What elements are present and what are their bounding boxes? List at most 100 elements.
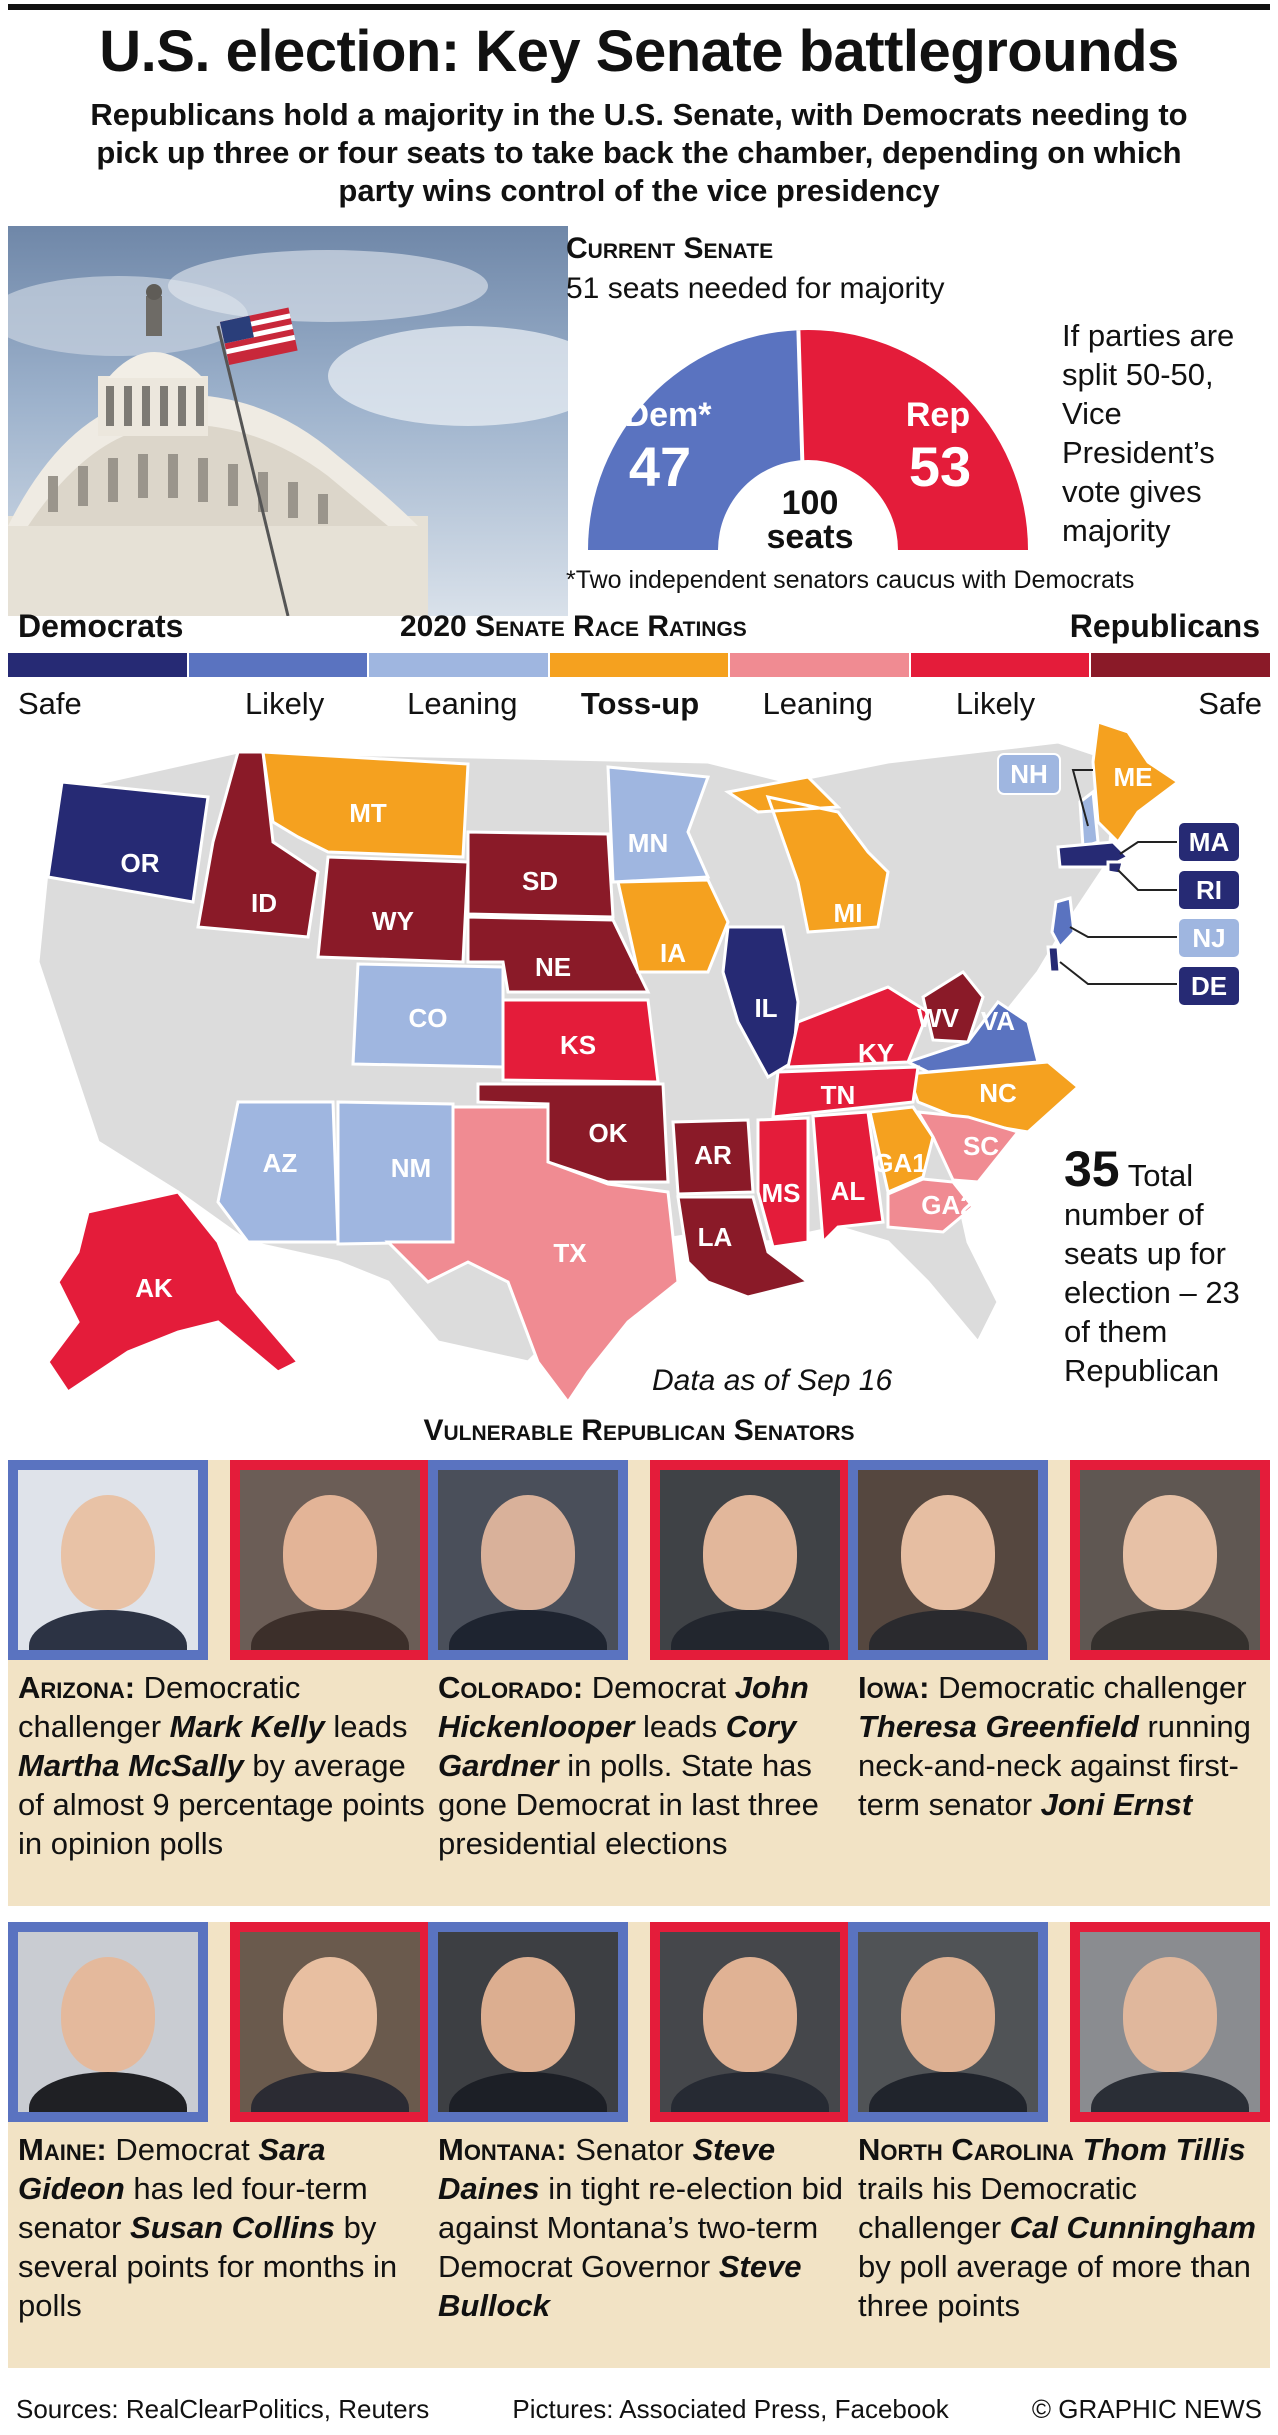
footer-credit: © GRAPHIC NEWS bbox=[1031, 2394, 1262, 2424]
label-wv: WV bbox=[917, 1003, 960, 1033]
total-seats-up-number: 35 bbox=[1064, 1141, 1120, 1197]
state-nh bbox=[1078, 789, 1100, 850]
card-colorado: Colorado: Democrat John Hickenlooper lea… bbox=[428, 1460, 850, 1906]
label-ia: IA bbox=[660, 938, 686, 968]
state-mi bbox=[724, 775, 890, 934]
vulnerable-heading: Vulnerable Republican Senators bbox=[423, 1414, 855, 1447]
republicans-label: Republicans bbox=[1069, 608, 1260, 644]
state-nj bbox=[1050, 896, 1076, 950]
label-ga2: GA2 bbox=[921, 1190, 974, 1220]
label-or: OR bbox=[121, 848, 160, 878]
photo-steve-bullock bbox=[428, 1922, 628, 2122]
capitol-illustration bbox=[8, 250, 568, 616]
rating-color-bar bbox=[8, 653, 1271, 677]
dem-seat-count: 47 bbox=[629, 435, 691, 498]
label-id: ID bbox=[251, 888, 277, 918]
top-rule bbox=[8, 4, 1270, 10]
us-senate-map: OR ID MT WY SD NE MN IA MI IL CO KS KY W… bbox=[36, 722, 1241, 1405]
callout-ma bbox=[1177, 821, 1241, 863]
state-tn bbox=[771, 1065, 920, 1119]
label-ks: KS bbox=[560, 1030, 596, 1060]
rating-label: Leaning bbox=[762, 686, 873, 721]
label-co: CO bbox=[409, 1003, 448, 1033]
label-il: IL bbox=[754, 993, 777, 1023]
state-de bbox=[1046, 945, 1062, 974]
capitol-photo bbox=[8, 226, 568, 616]
rating-label: Safe bbox=[18, 686, 82, 721]
rating-label: Toss-up bbox=[580, 686, 700, 721]
state-ak bbox=[46, 1190, 301, 1395]
photo-steve-daines bbox=[650, 1922, 850, 2122]
state-me bbox=[1091, 722, 1181, 845]
label-mi: MI bbox=[834, 898, 863, 928]
label-mt: MT bbox=[349, 798, 387, 828]
card-text: Iowa: Democratic challenger Theresa Gree… bbox=[858, 1670, 1251, 1822]
label-sd: SD bbox=[522, 866, 558, 896]
rating-swatch-rep-likely bbox=[910, 653, 1092, 677]
footer-pictures: Pictures: Associated Press, Facebook bbox=[512, 2394, 949, 2424]
callout-de bbox=[1177, 965, 1241, 1007]
page-title: U.S. election: Key Senate battlegrounds bbox=[99, 19, 1179, 84]
label-ms: MS bbox=[762, 1178, 801, 1208]
callout-nj bbox=[1177, 917, 1241, 959]
callout-nh bbox=[997, 753, 1061, 795]
label-al: AL bbox=[831, 1176, 866, 1206]
photo-theresa-greenfield bbox=[848, 1460, 1048, 1660]
label-ri: RI bbox=[1196, 875, 1222, 905]
photo-joni-ernst bbox=[1070, 1460, 1270, 1660]
footer-sources: Sources: RealClearPolitics, Reuters bbox=[16, 2394, 430, 2424]
split-note: If parties are split 50-50, Vice Preside… bbox=[1062, 318, 1235, 548]
seats-center bbox=[718, 460, 898, 550]
state-mn bbox=[606, 765, 711, 884]
card-text: Maine: Democrat Sara Gideon has led four… bbox=[18, 2132, 398, 2323]
label-wy: WY bbox=[372, 906, 414, 936]
photo-martha-mcsally bbox=[230, 1460, 430, 1660]
state-ms bbox=[756, 1116, 810, 1249]
card-montana: Montana: Senator Steve Daines in tight r… bbox=[428, 1922, 850, 2368]
state-la bbox=[676, 1195, 812, 1299]
state-ia bbox=[616, 878, 730, 974]
card-text: North Carolina Thom Tillis trails his De… bbox=[858, 2132, 1256, 2323]
rating-swatch-dem-safe bbox=[8, 653, 189, 677]
rating-swatch-dem-leaning bbox=[369, 653, 550, 677]
label-ar: AR bbox=[694, 1140, 732, 1170]
rating-swatch-toss-up bbox=[549, 653, 731, 677]
state-ga1 bbox=[868, 1105, 935, 1195]
state-il bbox=[721, 925, 800, 1080]
data-as-of: Data as of Sep 16 bbox=[652, 1364, 893, 1397]
label-de: DE bbox=[1191, 971, 1227, 1001]
ratings-heading: 2020 Senate Race Ratings bbox=[400, 610, 747, 643]
democrats-label: Democrats bbox=[18, 608, 184, 644]
photo-susan-collins bbox=[230, 1922, 430, 2122]
label-va: VA bbox=[981, 1006, 1015, 1036]
label-ga1: GA1 bbox=[873, 1148, 926, 1178]
label-mn: MN bbox=[628, 828, 668, 858]
state-ar bbox=[671, 1118, 755, 1196]
independent-note: *Two independent senators caucus with De… bbox=[566, 566, 1135, 594]
state-al bbox=[811, 1110, 885, 1246]
label-ma: MA bbox=[1189, 827, 1230, 857]
callout-ri bbox=[1177, 869, 1241, 911]
rating-label: Likely bbox=[955, 686, 1036, 721]
senate-semicircle-chart: Dem* 47 Rep 53 100 seats bbox=[588, 329, 1028, 556]
label-sc: SC bbox=[963, 1131, 999, 1161]
label-ak: AK bbox=[135, 1273, 173, 1303]
total-seats-up-text: Total number of seats up for election – … bbox=[1064, 1158, 1240, 1388]
label-nj: NJ bbox=[1192, 923, 1225, 953]
photo-cal-cunningham bbox=[848, 1922, 1048, 2122]
card-text: Arizona: Democratic challenger Mark Kell… bbox=[18, 1670, 425, 1861]
rating-label: Likely bbox=[244, 686, 325, 721]
card-north-carolina: North Carolina Thom Tillis trails his De… bbox=[848, 1922, 1270, 2368]
page-subtitle: Republicans hold a majority in the U.S. … bbox=[90, 97, 1188, 208]
label-tx: TX bbox=[553, 1238, 587, 1268]
label-la: LA bbox=[698, 1222, 733, 1252]
state-sc bbox=[915, 1110, 1021, 1184]
label-nm: NM bbox=[391, 1153, 431, 1183]
total-seats-note: 35 Total number of seats up for election… bbox=[1064, 1144, 1274, 1390]
dem-label: Dem* bbox=[625, 396, 713, 434]
label-tn: TN bbox=[821, 1080, 856, 1110]
label-ky: KY bbox=[858, 1038, 894, 1068]
label-ok: OK bbox=[589, 1118, 628, 1148]
rep-label: Rep bbox=[906, 396, 970, 434]
state-sd bbox=[466, 830, 615, 919]
